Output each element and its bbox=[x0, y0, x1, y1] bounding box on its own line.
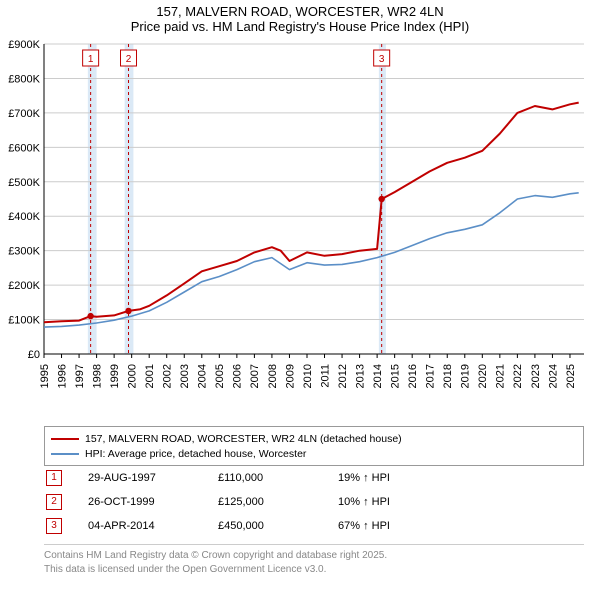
sale-marker-1: 1 bbox=[46, 470, 62, 486]
legend: 157, MALVERN ROAD, WORCESTER, WR2 4LN (d… bbox=[44, 426, 584, 466]
svg-text:1996: 1996 bbox=[56, 364, 68, 388]
svg-text:2021: 2021 bbox=[495, 364, 507, 388]
svg-text:£500K: £500K bbox=[8, 177, 40, 189]
footer: Contains HM Land Registry data © Crown c… bbox=[44, 544, 584, 576]
sale-pct: 19% ↑ HPI bbox=[338, 472, 458, 484]
sales-table: 1 29-AUG-1997 £110,000 19% ↑ HPI 2 26-OC… bbox=[44, 466, 584, 538]
svg-text:2007: 2007 bbox=[249, 364, 261, 388]
legend-row: 157, MALVERN ROAD, WORCESTER, WR2 4LN (d… bbox=[51, 431, 577, 446]
svg-text:£200K: £200K bbox=[8, 280, 40, 292]
svg-text:£400K: £400K bbox=[8, 211, 40, 223]
legend-label-1: 157, MALVERN ROAD, WORCESTER, WR2 4LN (d… bbox=[85, 433, 402, 445]
svg-text:2014: 2014 bbox=[372, 364, 384, 388]
legend-row: HPI: Average price, detached house, Worc… bbox=[51, 446, 577, 461]
footer-line-1: Contains HM Land Registry data © Crown c… bbox=[44, 549, 584, 563]
sale-price: £125,000 bbox=[218, 496, 338, 508]
svg-text:£300K: £300K bbox=[8, 246, 40, 258]
svg-text:2000: 2000 bbox=[127, 364, 139, 388]
svg-text:£0: £0 bbox=[28, 349, 40, 361]
svg-text:2024: 2024 bbox=[547, 364, 559, 388]
svg-text:2017: 2017 bbox=[425, 364, 437, 388]
sale-price: £110,000 bbox=[218, 472, 338, 484]
svg-text:3: 3 bbox=[379, 54, 385, 65]
title-address: 157, MALVERN ROAD, WORCESTER, WR2 4LN bbox=[0, 4, 600, 19]
svg-text:2006: 2006 bbox=[232, 364, 244, 388]
svg-text:2008: 2008 bbox=[267, 364, 279, 388]
svg-text:2002: 2002 bbox=[162, 364, 174, 388]
svg-text:1997: 1997 bbox=[74, 364, 86, 388]
legend-swatch-1 bbox=[51, 438, 79, 440]
svg-text:2018: 2018 bbox=[442, 364, 454, 388]
svg-text:£700K: £700K bbox=[8, 108, 40, 120]
sale-date: 29-AUG-1997 bbox=[88, 472, 218, 484]
sale-date: 26-OCT-1999 bbox=[88, 496, 218, 508]
chart-area: £0£100K£200K£300K£400K£500K£600K£700K£80… bbox=[44, 44, 584, 384]
svg-text:£100K: £100K bbox=[8, 315, 40, 327]
sale-marker-3: 3 bbox=[46, 518, 62, 534]
chart-svg: £0£100K£200K£300K£400K£500K£600K£700K£80… bbox=[44, 44, 584, 384]
svg-text:2010: 2010 bbox=[302, 364, 314, 388]
svg-text:£600K: £600K bbox=[8, 142, 40, 154]
svg-text:2011: 2011 bbox=[319, 364, 331, 388]
chart-container: 157, MALVERN ROAD, WORCESTER, WR2 4LN Pr… bbox=[0, 0, 600, 590]
svg-text:2012: 2012 bbox=[337, 364, 349, 388]
svg-text:2023: 2023 bbox=[530, 364, 542, 388]
svg-text:2022: 2022 bbox=[512, 364, 524, 388]
sale-row: 1 29-AUG-1997 £110,000 19% ↑ HPI bbox=[44, 466, 584, 490]
sale-price: £450,000 bbox=[218, 520, 338, 532]
svg-text:1999: 1999 bbox=[109, 364, 121, 388]
title-subtitle: Price paid vs. HM Land Registry's House … bbox=[0, 19, 600, 34]
svg-text:2013: 2013 bbox=[354, 364, 366, 388]
svg-text:2015: 2015 bbox=[389, 364, 401, 388]
svg-text:2019: 2019 bbox=[460, 364, 472, 388]
svg-text:1: 1 bbox=[88, 54, 94, 65]
sale-date: 04-APR-2014 bbox=[88, 520, 218, 532]
svg-text:£900K: £900K bbox=[8, 39, 40, 51]
svg-text:2016: 2016 bbox=[407, 364, 419, 388]
svg-text:2004: 2004 bbox=[197, 364, 209, 388]
svg-text:1995: 1995 bbox=[39, 364, 51, 388]
svg-text:£800K: £800K bbox=[8, 73, 40, 85]
footer-line-2: This data is licensed under the Open Gov… bbox=[44, 563, 584, 577]
svg-text:2020: 2020 bbox=[477, 364, 489, 388]
sale-row: 3 04-APR-2014 £450,000 67% ↑ HPI bbox=[44, 514, 584, 538]
legend-swatch-2 bbox=[51, 453, 79, 455]
svg-text:2: 2 bbox=[126, 54, 132, 65]
svg-text:2025: 2025 bbox=[565, 364, 577, 388]
svg-text:2001: 2001 bbox=[144, 364, 156, 388]
sale-marker-2: 2 bbox=[46, 494, 62, 510]
svg-text:2009: 2009 bbox=[284, 364, 296, 388]
legend-label-2: HPI: Average price, detached house, Worc… bbox=[85, 448, 306, 460]
svg-text:1998: 1998 bbox=[91, 364, 103, 388]
sale-pct: 10% ↑ HPI bbox=[338, 496, 458, 508]
sale-pct: 67% ↑ HPI bbox=[338, 520, 458, 532]
svg-text:2003: 2003 bbox=[179, 364, 191, 388]
svg-text:2005: 2005 bbox=[214, 364, 226, 388]
titles: 157, MALVERN ROAD, WORCESTER, WR2 4LN Pr… bbox=[0, 0, 600, 34]
sale-row: 2 26-OCT-1999 £125,000 10% ↑ HPI bbox=[44, 490, 584, 514]
